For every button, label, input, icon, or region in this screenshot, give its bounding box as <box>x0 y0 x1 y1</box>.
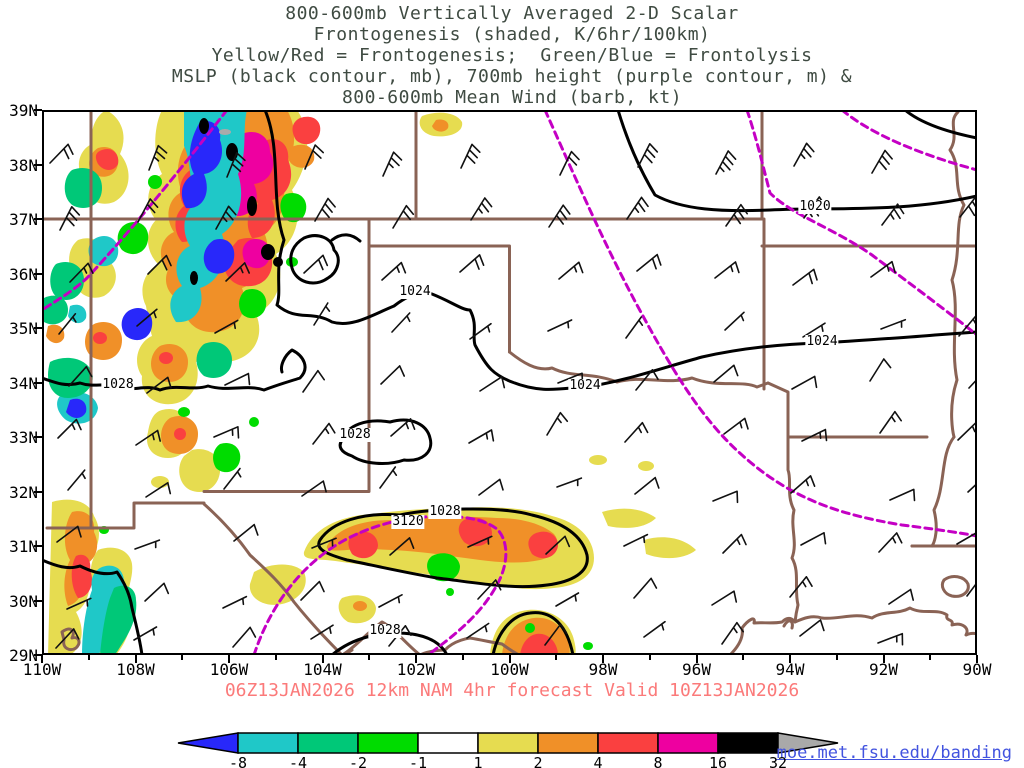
lon-tick-mark <box>368 655 371 660</box>
lat-tick-mark <box>34 163 42 166</box>
lon-tick-mark <box>508 655 511 663</box>
lat-tick-label: 35N <box>9 319 38 338</box>
colorbar-tick-label: 16 <box>708 754 728 768</box>
lon-tick-mark <box>742 655 745 660</box>
lat-tick-label: 36N <box>9 264 38 284</box>
title-line-1: 800-600mb Vertically Averaged 2-D Scalar <box>285 3 739 24</box>
lat-tick-label: 39N <box>9 101 38 120</box>
lat-tick-label: 30N <box>9 591 38 611</box>
colorbar-segment <box>597 732 659 754</box>
frontogenesis-shading <box>44 110 696 655</box>
lat-tick-mark <box>34 599 42 602</box>
title-line-4: MSLP (black contour, mb), 700mb height (… <box>171 66 853 87</box>
colorbar-segment <box>357 732 419 754</box>
colorbar-tick-label: -1 <box>408 754 428 768</box>
lon-tick-mark <box>929 655 932 660</box>
map-frame <box>42 110 977 655</box>
lat-tick-mark <box>34 218 42 220</box>
colorbar-left-arrow <box>177 732 239 754</box>
lon-tick-mark <box>789 655 791 663</box>
lat-tick-label: 34N <box>9 373 38 393</box>
lon-tick-mark <box>461 655 464 660</box>
colorbar-segment <box>537 732 599 754</box>
lon-tick-label: 102W <box>396 660 436 679</box>
lon-tick-mark <box>415 655 417 663</box>
contour-label-1028: 1028 <box>368 623 402 638</box>
lat-tick-mark <box>34 327 42 329</box>
title-line-5: 800-600mb Mean Wind (barb, kt) <box>341 87 683 108</box>
colorbar-segment <box>237 732 299 754</box>
colorbar-tick-label: -4 <box>288 754 308 768</box>
lon-tick-mark <box>134 655 137 663</box>
title-line-2: Frontogenesis (shaded, K/6hr/100km) <box>313 24 711 45</box>
lon-tick-label: 104W <box>303 660 342 679</box>
lat-tick-label: 37N <box>9 210 38 229</box>
lon-tick-mark <box>321 655 324 663</box>
lat-tick-mark <box>34 109 42 111</box>
lat-tick-label: 38N <box>9 155 38 175</box>
colorbar-tick-label: 32 <box>768 754 788 768</box>
colorbar-segment <box>417 732 479 754</box>
contour-label-1024: 1024 <box>805 334 839 349</box>
lon-tick-mark <box>274 655 277 660</box>
lon-tick-label: 94W <box>775 660 805 679</box>
colorbar-tick-label: 4 <box>593 754 603 768</box>
contour-label-1024: 1024 <box>568 378 602 393</box>
colorbar-tick-label: 2 <box>533 754 543 768</box>
contour-label-3120: 3120 <box>391 514 425 529</box>
lat-tick-label: 31N <box>9 537 38 556</box>
model-valid-time-text: 06Z13JAN2026 12km NAM 4hr forecast Valid… <box>224 680 800 701</box>
lon-tick-mark <box>882 655 885 663</box>
colorbar-tick-label: 1 <box>473 754 483 768</box>
lon-tick-mark <box>87 655 90 660</box>
colorbar-tick-label: -2 <box>348 754 368 768</box>
lon-tick-label: 108W <box>116 660 155 679</box>
lon-tick-mark <box>41 655 43 663</box>
contour-label-1020: 1020 <box>798 199 832 214</box>
lon-tick-mark <box>181 655 184 660</box>
lon-tick-label: 90W <box>962 660 992 679</box>
colorbar-tick-label: 8 <box>653 754 663 768</box>
lon-tick-label: 100W <box>490 660 529 679</box>
colorbar-segment <box>717 732 779 754</box>
lon-tick-label: 106W <box>209 660 249 679</box>
colorbar-right-arrow <box>777 732 839 754</box>
lat-tick-mark <box>34 272 42 275</box>
lat-tick-mark <box>34 381 42 384</box>
contour-label-1028: 1028 <box>338 427 372 442</box>
lat-tick-mark <box>34 436 42 438</box>
lon-tick-label: 96W <box>682 660 711 679</box>
title-line-3: Yellow/Red = Frontogenesis; Green/Blue =… <box>211 45 813 66</box>
lon-tick-mark <box>228 655 230 663</box>
lon-tick-mark <box>648 655 651 660</box>
lat-tick-mark <box>34 654 42 656</box>
height-contours <box>42 110 977 655</box>
lon-tick-mark <box>835 655 838 660</box>
colorbar-segment <box>297 732 359 754</box>
lon-tick-mark <box>602 655 604 663</box>
contour-label-1024: 1024 <box>398 284 432 299</box>
lat-tick-mark <box>34 545 42 547</box>
colorbar-tick-label: -8 <box>228 754 248 768</box>
lon-tick-mark <box>695 655 698 663</box>
site-link[interactable]: moe.met.fsu.edu/banding <box>776 743 1012 763</box>
lon-tick-mark <box>976 655 978 663</box>
contour-label-1028: 1028 <box>428 504 462 519</box>
lat-tick-mark <box>34 490 42 493</box>
lon-tick-label: 110W <box>22 660 62 679</box>
lon-tick-mark <box>555 655 558 660</box>
lat-tick-label: 32N <box>9 482 38 502</box>
contour-label-1028: 1028 <box>101 377 135 392</box>
colorbar-segment <box>477 732 539 754</box>
wind-barbs <box>49 142 977 649</box>
mslp-contours <box>42 110 977 655</box>
colorbar-segment <box>657 732 719 754</box>
lat-tick-label: 29N <box>9 646 38 665</box>
lat-tick-label: 33N <box>9 428 38 447</box>
lon-tick-label: 92W <box>869 660 898 679</box>
lon-tick-label: 98W <box>588 660 618 679</box>
colorbar <box>177 732 839 754</box>
map-plot-area <box>42 110 977 655</box>
